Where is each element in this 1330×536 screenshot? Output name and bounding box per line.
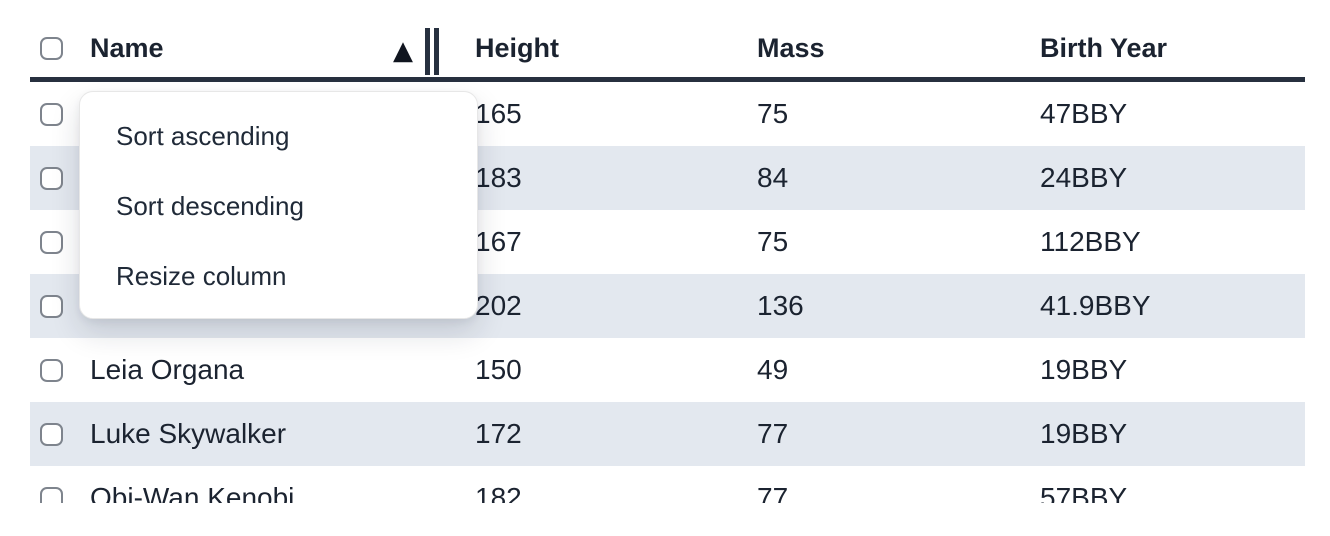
checkbox-cell: [30, 166, 78, 190]
column-context-menu: Sort ascending Sort descending Resize co…: [79, 91, 478, 319]
cell-mass: 77: [757, 418, 789, 449]
cell-birth-year: 112BBY: [1040, 226, 1141, 257]
resize-bar-icon: [434, 28, 439, 75]
cell-mass: 75: [757, 98, 789, 129]
menu-item-sort-descending[interactable]: Sort descending: [116, 190, 304, 221]
cell-birth-year: 41.9BBY: [1040, 290, 1151, 321]
cell-birth-year: 47BBY: [1040, 98, 1128, 129]
table-viewport: Name ▲ Height Mass Birth Year 165 75 47B…: [30, 20, 1305, 503]
row-checkbox[interactable]: [40, 358, 63, 382]
cell-height: 165: [475, 98, 522, 129]
cell-mass: 75: [757, 226, 789, 257]
row-checkbox[interactable]: [40, 230, 63, 254]
sort-ascending-icon: ▲: [393, 36, 413, 66]
cell-height: 172: [475, 418, 522, 449]
checkbox-cell: [30, 358, 78, 382]
checkbox-cell: [30, 230, 78, 254]
cell-height: 167: [475, 226, 522, 257]
column-header-name-label: Name: [90, 33, 164, 63]
cell-birth-year: 57BBY: [1040, 482, 1128, 503]
row-checkbox[interactable]: [40, 166, 63, 190]
cell-mass: 136: [757, 290, 804, 321]
checkbox-cell: [30, 422, 78, 446]
data-table: Name ▲ Height Mass Birth Year 165 75 47B…: [30, 20, 1305, 503]
table-row: Obi-Wan Kenobi 182 77 57BBY: [30, 466, 1305, 503]
cell-birth-year: 19BBY: [1040, 418, 1128, 449]
checkbox-cell: [30, 102, 78, 126]
row-checkbox[interactable]: [40, 422, 63, 446]
cell-name: Leia Organa: [90, 354, 245, 385]
cell-mass: 49: [757, 354, 789, 385]
select-all-checkbox[interactable]: [40, 37, 63, 60]
cell-name: Obi-Wan Kenobi: [90, 482, 295, 503]
cell-birth-year: 19BBY: [1040, 354, 1128, 385]
menu-item-sort-ascending[interactable]: Sort ascending: [116, 120, 290, 151]
cell-height: 182: [475, 482, 522, 503]
table-row: Luke Skywalker 172 77 19BBY: [30, 402, 1305, 466]
resize-bar-icon: [425, 28, 430, 75]
checkbox-cell: [30, 486, 78, 503]
row-checkbox[interactable]: [40, 486, 63, 503]
cell-height: 202: [475, 290, 522, 321]
row-checkbox[interactable]: [40, 102, 63, 126]
column-header-birth-year[interactable]: Birth Year: [1040, 33, 1168, 63]
header-checkbox-cell: [30, 37, 78, 60]
menu-item-resize-column[interactable]: Resize column: [116, 260, 287, 291]
column-resize-handle[interactable]: [425, 28, 439, 75]
cell-mass: 77: [757, 482, 789, 503]
cell-name: Luke Skywalker: [90, 418, 287, 449]
table-row: Leia Organa 150 49 19BBY: [30, 338, 1305, 402]
checkbox-cell: [30, 294, 78, 318]
cell-height: 150: [475, 354, 522, 385]
cell-height: 183: [475, 162, 522, 193]
row-checkbox[interactable]: [40, 294, 63, 318]
cell-mass: 84: [757, 162, 789, 193]
table-header-row: Name ▲ Height Mass Birth Year: [30, 20, 1305, 82]
column-header-name[interactable]: Name ▲: [78, 20, 463, 77]
column-header-mass[interactable]: Mass: [757, 33, 825, 63]
column-header-height[interactable]: Height: [475, 33, 559, 63]
cell-birth-year: 24BBY: [1040, 162, 1128, 193]
